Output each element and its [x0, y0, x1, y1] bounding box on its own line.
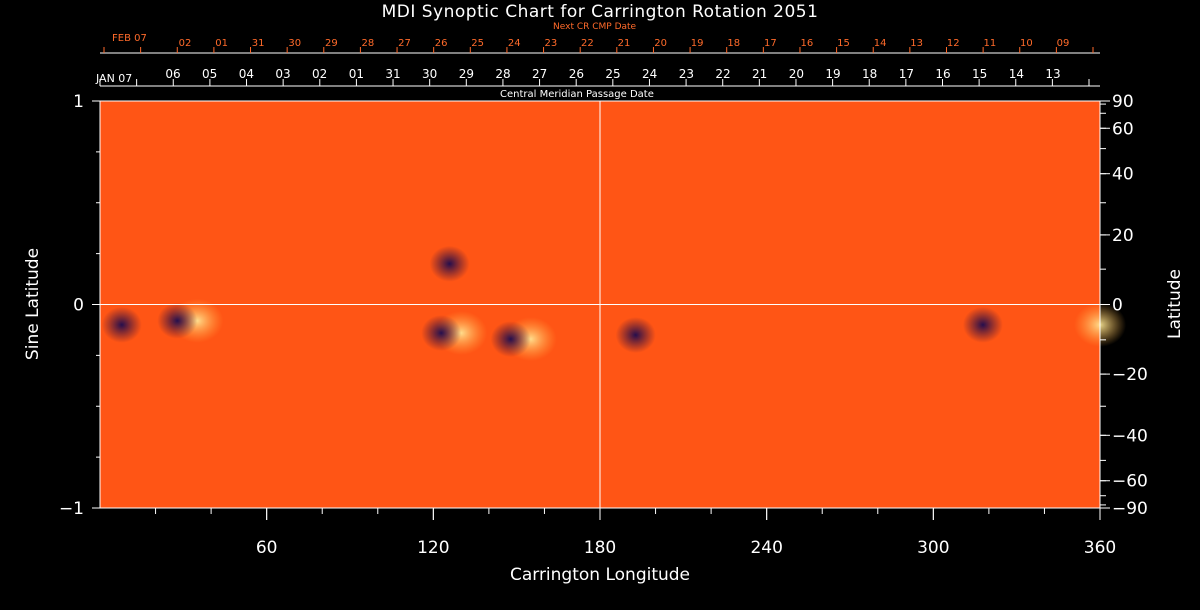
- latitude-tick-label: 20: [1112, 226, 1134, 246]
- cmp-date-label: 30: [422, 67, 437, 81]
- next-cr-date-label: 01: [215, 38, 228, 49]
- cmp-date-label: 04: [239, 67, 254, 81]
- next-cr-date-label: 13: [910, 38, 923, 49]
- cmp-date-label: 29: [459, 67, 474, 81]
- cmp-date-label: 06: [165, 67, 180, 81]
- next-cr-date-label: 18: [727, 38, 740, 49]
- cmp-date-label: 05: [202, 67, 217, 81]
- next-cr-date-label: 02: [179, 38, 192, 49]
- cmp-date-label: 25: [605, 67, 620, 81]
- cmp-date-label: 13: [1045, 67, 1060, 81]
- cmp-date-label: 03: [275, 67, 290, 81]
- chart-title: MDI Synoptic Chart for Carrington Rotati…: [381, 2, 819, 22]
- cmp-date-label: 19: [825, 67, 840, 81]
- cmp-date-label: 01: [349, 67, 364, 81]
- next-cr-axis-label: Next CR CMP Date: [553, 22, 637, 32]
- next-cr-date-label: 12: [947, 38, 960, 49]
- latitude-tick-label: −90: [1112, 499, 1148, 519]
- x-axis-label: Carrington Longitude: [509, 565, 691, 585]
- next-cr-date-label: 16: [801, 38, 814, 49]
- cmp-date-label: 16: [935, 67, 950, 81]
- next-cr-date-label: 26: [435, 38, 448, 49]
- x-tick-label: 300: [917, 538, 949, 558]
- cmp-date-label: 18: [862, 67, 877, 81]
- next-cr-date-label: 22: [581, 38, 594, 49]
- cmp-date-label: 20: [789, 67, 804, 81]
- x-tick-label: 360: [1084, 538, 1116, 558]
- next-cr-date-label: 11: [983, 38, 996, 49]
- x-tick-label: 60: [256, 538, 278, 558]
- cmp-date-label: 23: [679, 67, 694, 81]
- cmp-date-label: 26: [569, 67, 584, 81]
- next-cr-date-label: 10: [1020, 38, 1033, 49]
- y-left-tick-label: 0: [73, 296, 84, 316]
- active-region-6-negative: [962, 306, 1003, 343]
- next-cr-date-label: 21: [618, 38, 631, 49]
- latitude-tick-label: 90: [1112, 92, 1134, 112]
- active-region-2-negative: [429, 245, 470, 282]
- active-region-3-negative: [421, 314, 462, 351]
- next-cr-date-label: 23: [544, 38, 557, 49]
- cmp-date-label: 02: [312, 67, 327, 81]
- next-cr-date-label: 28: [362, 38, 375, 49]
- active-region-0-negative: [101, 306, 142, 343]
- next-cr-date-label: 29: [325, 38, 338, 49]
- next-cr-date-label: 27: [398, 38, 411, 49]
- cmp-date-label: 22: [715, 67, 730, 81]
- y-left-tick-label: −1: [59, 499, 84, 519]
- next-cr-date-label: 24: [508, 38, 521, 49]
- x-tick-label: 180: [584, 538, 616, 558]
- next-cr-date-label: 31: [252, 38, 265, 49]
- next-cr-date-label: 17: [764, 38, 777, 49]
- active-region-4-negative: [490, 321, 531, 358]
- latitude-tick-label: 0: [1112, 296, 1123, 316]
- next-cr-date-label: 25: [471, 38, 484, 49]
- latitude-tick-label: −20: [1112, 365, 1148, 385]
- next-cr-date-label: 09: [1057, 38, 1070, 49]
- cmp-date-label: 27: [532, 67, 547, 81]
- cmp-axis-label: Central Meridian Passage Date: [500, 89, 654, 100]
- x-tick-label: 240: [750, 538, 782, 558]
- cmp-date-label: 21: [752, 67, 767, 81]
- latitude-tick-label: −60: [1112, 472, 1148, 492]
- next-cr-start-label: FEB 07: [112, 33, 147, 44]
- cmp-date-label: 28: [495, 67, 510, 81]
- next-cr-date-label: 30: [288, 38, 301, 49]
- cmp-date-label: 15: [972, 67, 987, 81]
- active-region-5-negative: [615, 317, 656, 354]
- active-region-1-negative: [157, 302, 198, 339]
- y-left-tick-label: 1: [73, 92, 84, 112]
- cmp-date-label: 31: [385, 67, 400, 81]
- cmp-date-label: 24: [642, 67, 657, 81]
- latitude-tick-label: 40: [1112, 165, 1134, 185]
- latitude-tick-label: −40: [1112, 426, 1148, 446]
- x-tick-label: 120: [417, 538, 449, 558]
- latitude-tick-label: 60: [1112, 119, 1134, 139]
- cmp-date-label: 17: [899, 67, 914, 81]
- next-cr-date-label: 19: [691, 38, 704, 49]
- cmp-start-label: JAN 07: [96, 72, 133, 85]
- next-cr-date-label: 20: [654, 38, 667, 49]
- next-cr-date-label: 15: [837, 38, 850, 49]
- cmp-date-label: 14: [1009, 67, 1024, 81]
- next-cr-date-label: 14: [874, 38, 887, 49]
